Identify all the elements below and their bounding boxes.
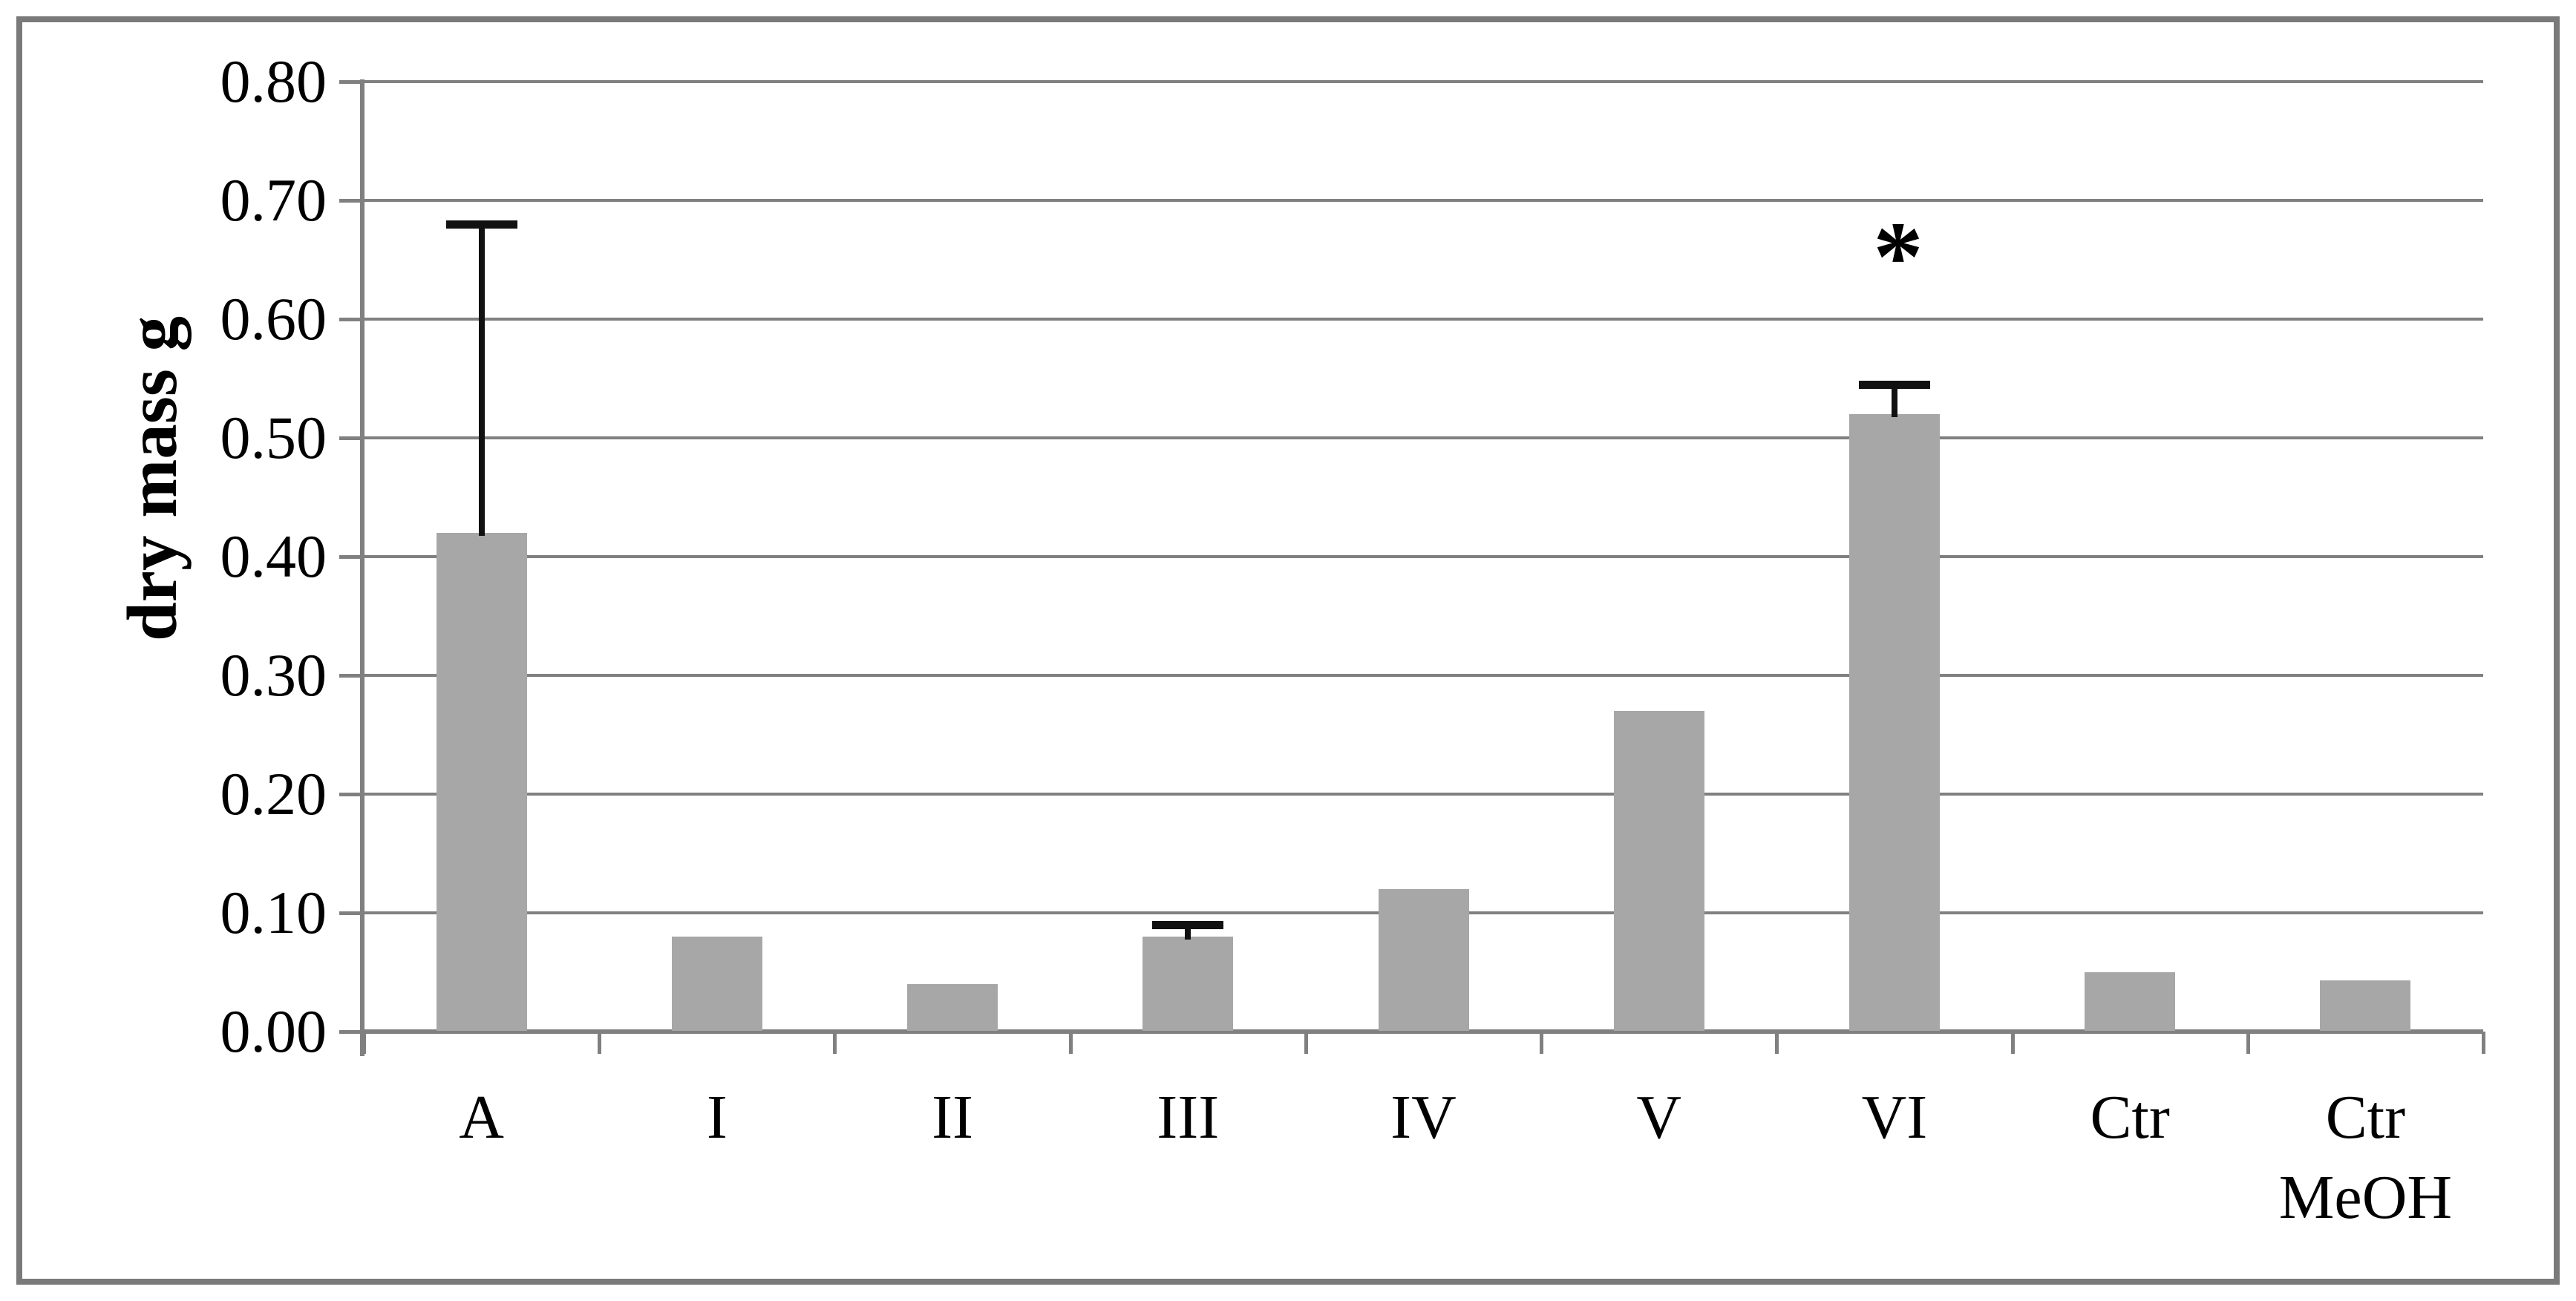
bar-Ctr xyxy=(2085,972,2176,1031)
x-tick-mark xyxy=(1540,1032,1544,1054)
y-tick-mark xyxy=(339,674,362,678)
error-bar-III xyxy=(1185,925,1191,940)
x-tick-label-line: III xyxy=(1157,1083,1220,1152)
gridline-0.80 xyxy=(362,80,2483,83)
x-axis-line xyxy=(360,1029,2483,1034)
y-tick-label: 0.20 xyxy=(220,760,327,828)
x-tick-mark xyxy=(598,1032,602,1054)
x-tick-mark xyxy=(2246,1032,2250,1054)
y-tick-label: 0.70 xyxy=(220,166,327,234)
x-tick-mark xyxy=(1068,1032,1073,1054)
error-bar-A xyxy=(478,224,485,536)
error-bar-cap-VI xyxy=(1858,381,1930,389)
x-tick-mark xyxy=(1304,1032,1308,1054)
y-tick-label: 0.30 xyxy=(220,641,327,709)
x-tick-label-Ctr: Ctr xyxy=(2011,1078,2249,1158)
bar-II xyxy=(907,984,998,1031)
y-tick-mark xyxy=(339,436,362,440)
x-tick-label-line: A xyxy=(459,1083,504,1152)
x-tick-label-line: IV xyxy=(1390,1083,1457,1152)
x-tick-mark xyxy=(2010,1032,2015,1054)
bar-I xyxy=(671,937,762,1031)
error-bar-cap-A xyxy=(445,220,517,229)
bar-VI xyxy=(1848,414,1940,1031)
x-tick-label-line: Ctr xyxy=(2090,1083,2170,1152)
y-axis-line xyxy=(360,79,365,1056)
x-tick-label-II: II xyxy=(834,1078,1071,1158)
gridline-0.70 xyxy=(362,199,2483,202)
x-tick-label-line: I xyxy=(706,1083,728,1152)
x-tick-label-I: I xyxy=(598,1078,836,1158)
y-tick-label: 0.40 xyxy=(220,522,327,590)
x-tick-label-VI: VI xyxy=(1776,1078,2013,1158)
x-tick-label-line: II xyxy=(932,1083,974,1152)
significance-asterisk: * xyxy=(1873,202,1923,312)
bar-III xyxy=(1142,937,1234,1031)
x-tick-mark xyxy=(2482,1032,2485,1054)
gridline-0.50 xyxy=(362,436,2483,439)
gridline-0.30 xyxy=(362,674,2483,677)
y-tick-mark xyxy=(339,80,362,84)
gridline-0.60 xyxy=(362,318,2483,321)
error-bar-cap-III xyxy=(1152,921,1224,929)
bar-IV xyxy=(1378,889,1469,1031)
y-tick-label: 0.10 xyxy=(220,879,327,946)
gridline-0.20 xyxy=(362,793,2483,796)
y-tick-mark xyxy=(339,199,362,203)
y-tick-mark xyxy=(339,911,362,915)
x-tick-label-line: V xyxy=(1636,1083,1682,1152)
error-bar-VI xyxy=(1891,384,1897,417)
y-tick-label: 0.60 xyxy=(220,285,327,353)
y-tick-mark xyxy=(339,318,362,321)
x-tick-label-Ctr-MeOH: Ctr MeOH xyxy=(2246,1078,2484,1238)
y-tick-label: 0.00 xyxy=(220,997,327,1065)
x-tick-label-III: III xyxy=(1069,1078,1307,1158)
y-tick-mark xyxy=(339,555,362,559)
bar-Ctr MeOH xyxy=(2320,980,2411,1031)
y-axis-title: dry mass g xyxy=(113,315,192,642)
x-tick-label-line: MeOH xyxy=(2278,1163,2453,1232)
x-tick-label-A: A xyxy=(363,1078,601,1158)
bar-A xyxy=(436,533,527,1031)
x-tick-label-line: Ctr xyxy=(2325,1083,2406,1152)
gridline-0.40 xyxy=(362,555,2483,558)
bar-V xyxy=(1613,711,1704,1031)
x-tick-label-V: V xyxy=(1540,1078,1778,1158)
y-tick-label: 0.80 xyxy=(220,47,327,115)
x-tick-mark xyxy=(1775,1032,1779,1054)
y-tick-mark xyxy=(339,1030,362,1034)
y-tick-label: 0.50 xyxy=(220,404,327,471)
y-tick-mark xyxy=(339,793,362,796)
x-tick-label-IV: IV xyxy=(1305,1078,1543,1158)
x-tick-mark xyxy=(833,1032,837,1054)
x-tick-mark xyxy=(362,1032,366,1054)
x-tick-label-line: VI xyxy=(1861,1083,1928,1152)
